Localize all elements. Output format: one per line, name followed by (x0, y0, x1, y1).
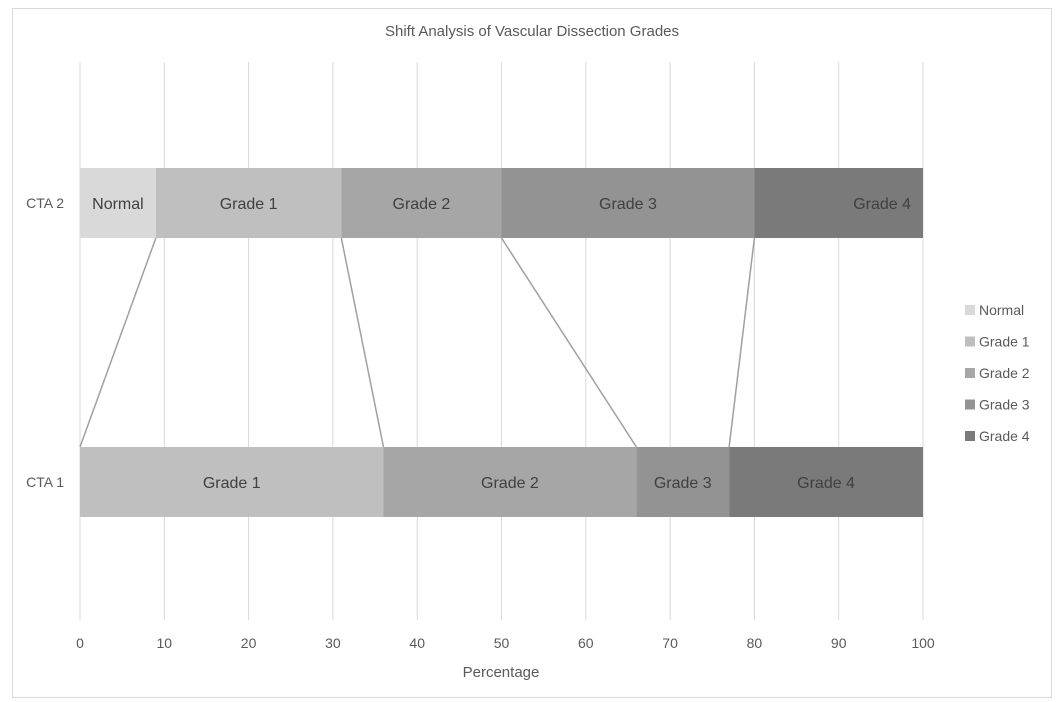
bar-segment-label: Grade 2 (393, 196, 451, 213)
bar-segment (729, 447, 923, 517)
category-label: CTA 1 (26, 474, 64, 490)
x-tick-label: 100 (911, 635, 935, 651)
legend: Normal Grade 1 Grade 2 Grade 3 Grade 4 (965, 302, 1030, 444)
legend-swatch (965, 305, 975, 315)
shift-connectors (79, 237, 756, 448)
legend-swatch (965, 431, 975, 441)
bar-segment (501, 168, 755, 238)
x-tick-label: 0 (76, 635, 84, 651)
connector-line (340, 237, 385, 448)
bar-segment-label: Grade 3 (599, 196, 657, 213)
x-tick-label: 40 (409, 635, 425, 651)
x-tick-label: 30 (325, 635, 341, 651)
gridlines (79, 62, 924, 620)
connector-line (500, 237, 638, 448)
bar-segment (155, 168, 342, 238)
legend-label: Grade 3 (979, 397, 1030, 413)
legend-swatch (965, 399, 975, 410)
bar-segment (636, 447, 730, 517)
x-tick-labels: 0 10 20 30 40 50 60 70 80 90 100 (76, 635, 935, 651)
x-tick-label: 50 (494, 635, 510, 651)
legend-label: Grade 4 (979, 428, 1030, 444)
x-tick-label: 70 (662, 635, 678, 651)
connector-line (79, 237, 157, 448)
bar-segment-label: Grade 1 (220, 196, 278, 213)
x-tick-label: 20 (241, 635, 257, 651)
bar-segment-label: Normal (92, 196, 144, 213)
bar-segment (80, 447, 384, 517)
x-tick-label: 10 (157, 635, 173, 651)
legend-swatch (965, 336, 975, 347)
bar-segment-label: Grade 3 (654, 475, 712, 492)
legend-label: Normal (979, 302, 1024, 318)
category-labels: CTA 2 CTA 1 (26, 195, 64, 490)
bar-segment-label: Grade 1 (203, 475, 261, 492)
x-tick-label: 60 (578, 635, 594, 651)
bar-segment-label: Grade 4 (797, 475, 855, 492)
legend-label: Grade 1 (979, 334, 1030, 350)
legend-swatch (965, 368, 975, 378)
connector-line (728, 237, 756, 448)
chart-title: Shift Analysis of Vascular Dissection Gr… (385, 23, 679, 40)
bars: Normal Grade 1 Grade 2 Grade 3 Grade 4 Grade … (80, 168, 923, 517)
legend-label: Grade 2 (979, 365, 1030, 381)
x-tick-label: 80 (747, 635, 763, 651)
x-axis-title: Percentage (463, 664, 540, 681)
bar-segment (754, 168, 923, 238)
chart-frame (12, 8, 1052, 698)
bar-segment (341, 168, 502, 238)
bar-segment (80, 168, 156, 238)
x-tick-label: 90 (831, 635, 847, 651)
bar-segment-label: Grade 4 (853, 196, 911, 213)
bar-segment (383, 447, 637, 517)
category-label: CTA 2 (26, 195, 64, 211)
bar-segment-label: Grade 2 (481, 475, 539, 492)
